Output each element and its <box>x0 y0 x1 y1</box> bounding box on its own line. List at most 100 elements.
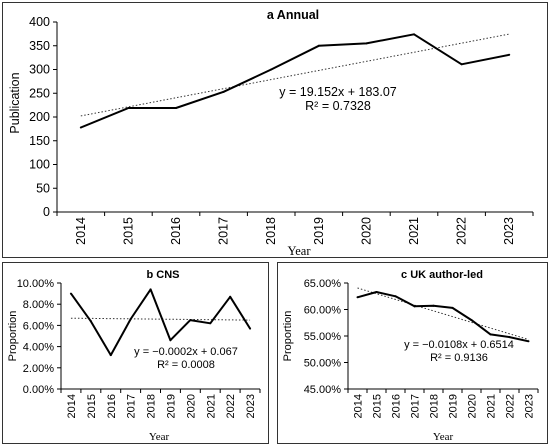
x-tick-label: 2020 <box>359 217 373 245</box>
data-point <box>317 44 320 47</box>
x-tick-label: 2014 <box>74 217 88 245</box>
x-tick-label: 2018 <box>146 394 158 418</box>
y-tick-label: 55.00% <box>304 331 342 343</box>
data-point <box>127 106 130 109</box>
y-tick-label: 150 <box>29 134 50 148</box>
x-tick-label: 2018 <box>264 217 278 245</box>
trendline-r-squared: R² = 0.9136 <box>430 352 488 364</box>
y-tick-label: 250 <box>29 86 50 100</box>
chart-cns-svg: b CNS 0.00% 2.00% 4.00% 6.00% 8.00% 10.00% 2014… <box>7 269 261 443</box>
trendline <box>70 317 251 321</box>
chart-annual-svg: a Annual 0 50 100 150 200 250 300 350 400 2014 2015… <box>8 8 534 258</box>
x-tick-label: 2016 <box>169 217 183 245</box>
x-tick-label: 2014 <box>353 394 365 418</box>
chart-panel-uk-author-led: c UK author-led 45.00% 50.00% 55.00% 60.00% 6… <box>277 262 548 444</box>
x-tick-label: 2023 <box>524 394 536 418</box>
y-axis-title: Publication <box>8 72 22 133</box>
x-tick-label: 2023 <box>245 394 257 418</box>
chart-title: b CNS <box>147 269 180 281</box>
trendline-r-squared: R² = 0.7328 <box>305 99 371 113</box>
trendline <box>357 287 529 340</box>
x-tick-label: 2018 <box>429 394 441 418</box>
x-tick-label: 2021 <box>205 394 217 418</box>
x-tick-label: 2020 <box>467 394 479 418</box>
x-tick-label: 2015 <box>121 217 135 245</box>
x-tick-label: 2016 <box>106 394 118 418</box>
data-point <box>508 53 511 56</box>
data-point <box>451 306 454 309</box>
data-point <box>189 319 192 322</box>
data-point <box>413 305 416 308</box>
y-tick-label: 400 <box>29 15 50 29</box>
trendline <box>80 33 510 117</box>
x-tick-label: 2016 <box>391 394 403 418</box>
y-tick-label: 200 <box>29 110 50 124</box>
data-point <box>413 33 415 36</box>
data-point <box>79 126 82 129</box>
trendline-equation: y = 19.152x + 183.07 <box>279 85 397 99</box>
data-point <box>470 319 473 322</box>
y-tick-label: 0 <box>43 205 50 219</box>
chart-title: c UK author-led <box>401 269 483 281</box>
chart-panel-annual: a Annual 0 50 100 150 200 250 300 350 400 2014 2015… <box>2 2 548 258</box>
x-tick-label: 2014 <box>66 394 78 418</box>
trendline-equation: y = −0.0108x + 0.6514 <box>404 339 514 351</box>
x-tick-label: 2021 <box>407 217 421 245</box>
trendline-r-squared: R² = 0.0008 <box>157 359 215 371</box>
x-tick-label: 2022 <box>455 217 469 245</box>
y-tick-label: 8.00% <box>23 299 54 311</box>
y-tick-label: 2.00% <box>23 363 54 375</box>
y-tick-label: 4.00% <box>23 342 54 354</box>
data-point <box>109 354 112 357</box>
x-tick-label: 2022 <box>225 394 237 418</box>
y-tick-label: 50 <box>36 181 50 195</box>
data-point <box>222 90 225 93</box>
trendline-equation: y = −0.0002x + 0.067 <box>134 346 238 358</box>
y-tick-label: 50.00% <box>304 358 342 370</box>
data-series-line <box>80 33 510 129</box>
data-point <box>69 292 72 295</box>
y-tick-label: 0.00% <box>23 384 54 396</box>
chart-uk-author-led-svg: c UK author-led 45.00% 50.00% 55.00% 60.00% 6… <box>282 269 539 443</box>
y-axis-title: Proportion <box>282 311 294 362</box>
x-axis-title: Year <box>433 431 454 443</box>
data-point <box>129 318 132 321</box>
data-point <box>489 333 492 336</box>
x-tick-label: 2017 <box>410 394 422 418</box>
y-tick-label: 6.00% <box>23 320 54 332</box>
x-tick-label: 2015 <box>372 394 384 418</box>
data-series-line <box>357 291 529 343</box>
x-tick-label: 2019 <box>165 394 177 418</box>
x-tick-label: 2015 <box>86 394 98 418</box>
chart-title: a Annual <box>267 8 319 22</box>
data-point <box>169 339 172 342</box>
data-point <box>394 295 397 298</box>
data-point <box>365 42 368 45</box>
data-series-line <box>70 288 251 357</box>
data-point <box>89 320 92 323</box>
x-tick-label: 2023 <box>502 217 516 245</box>
chart-panel-cns: b CNS 0.00% 2.00% 4.00% 6.00% 8.00% 10.00% 2014… <box>2 262 269 444</box>
data-point <box>270 68 273 71</box>
y-tick-label: 10.00% <box>17 278 55 290</box>
data-point <box>229 295 232 298</box>
y-tick-label: 65.00% <box>304 278 342 290</box>
y-tick-label: 300 <box>29 63 50 77</box>
x-tick-label: 2020 <box>185 394 197 418</box>
data-point <box>508 336 511 339</box>
y-tick-label: 60.00% <box>304 305 342 317</box>
data-point <box>175 106 177 109</box>
x-axis-title: Year <box>287 244 311 258</box>
x-tick-label: 2019 <box>448 394 460 418</box>
y-tick-label: 350 <box>29 39 50 53</box>
y-tick-label: 100 <box>29 158 50 172</box>
data-point <box>527 340 530 343</box>
x-tick-label: 2017 <box>217 217 231 245</box>
x-tick-label: 2019 <box>312 217 326 245</box>
data-point <box>209 322 212 325</box>
x-axis-title: Year <box>149 431 170 443</box>
y-tick-label: 45.00% <box>304 384 342 396</box>
x-tick-label: 2017 <box>126 394 138 418</box>
x-tick-label: 2021 <box>486 394 498 418</box>
data-point <box>356 296 359 299</box>
